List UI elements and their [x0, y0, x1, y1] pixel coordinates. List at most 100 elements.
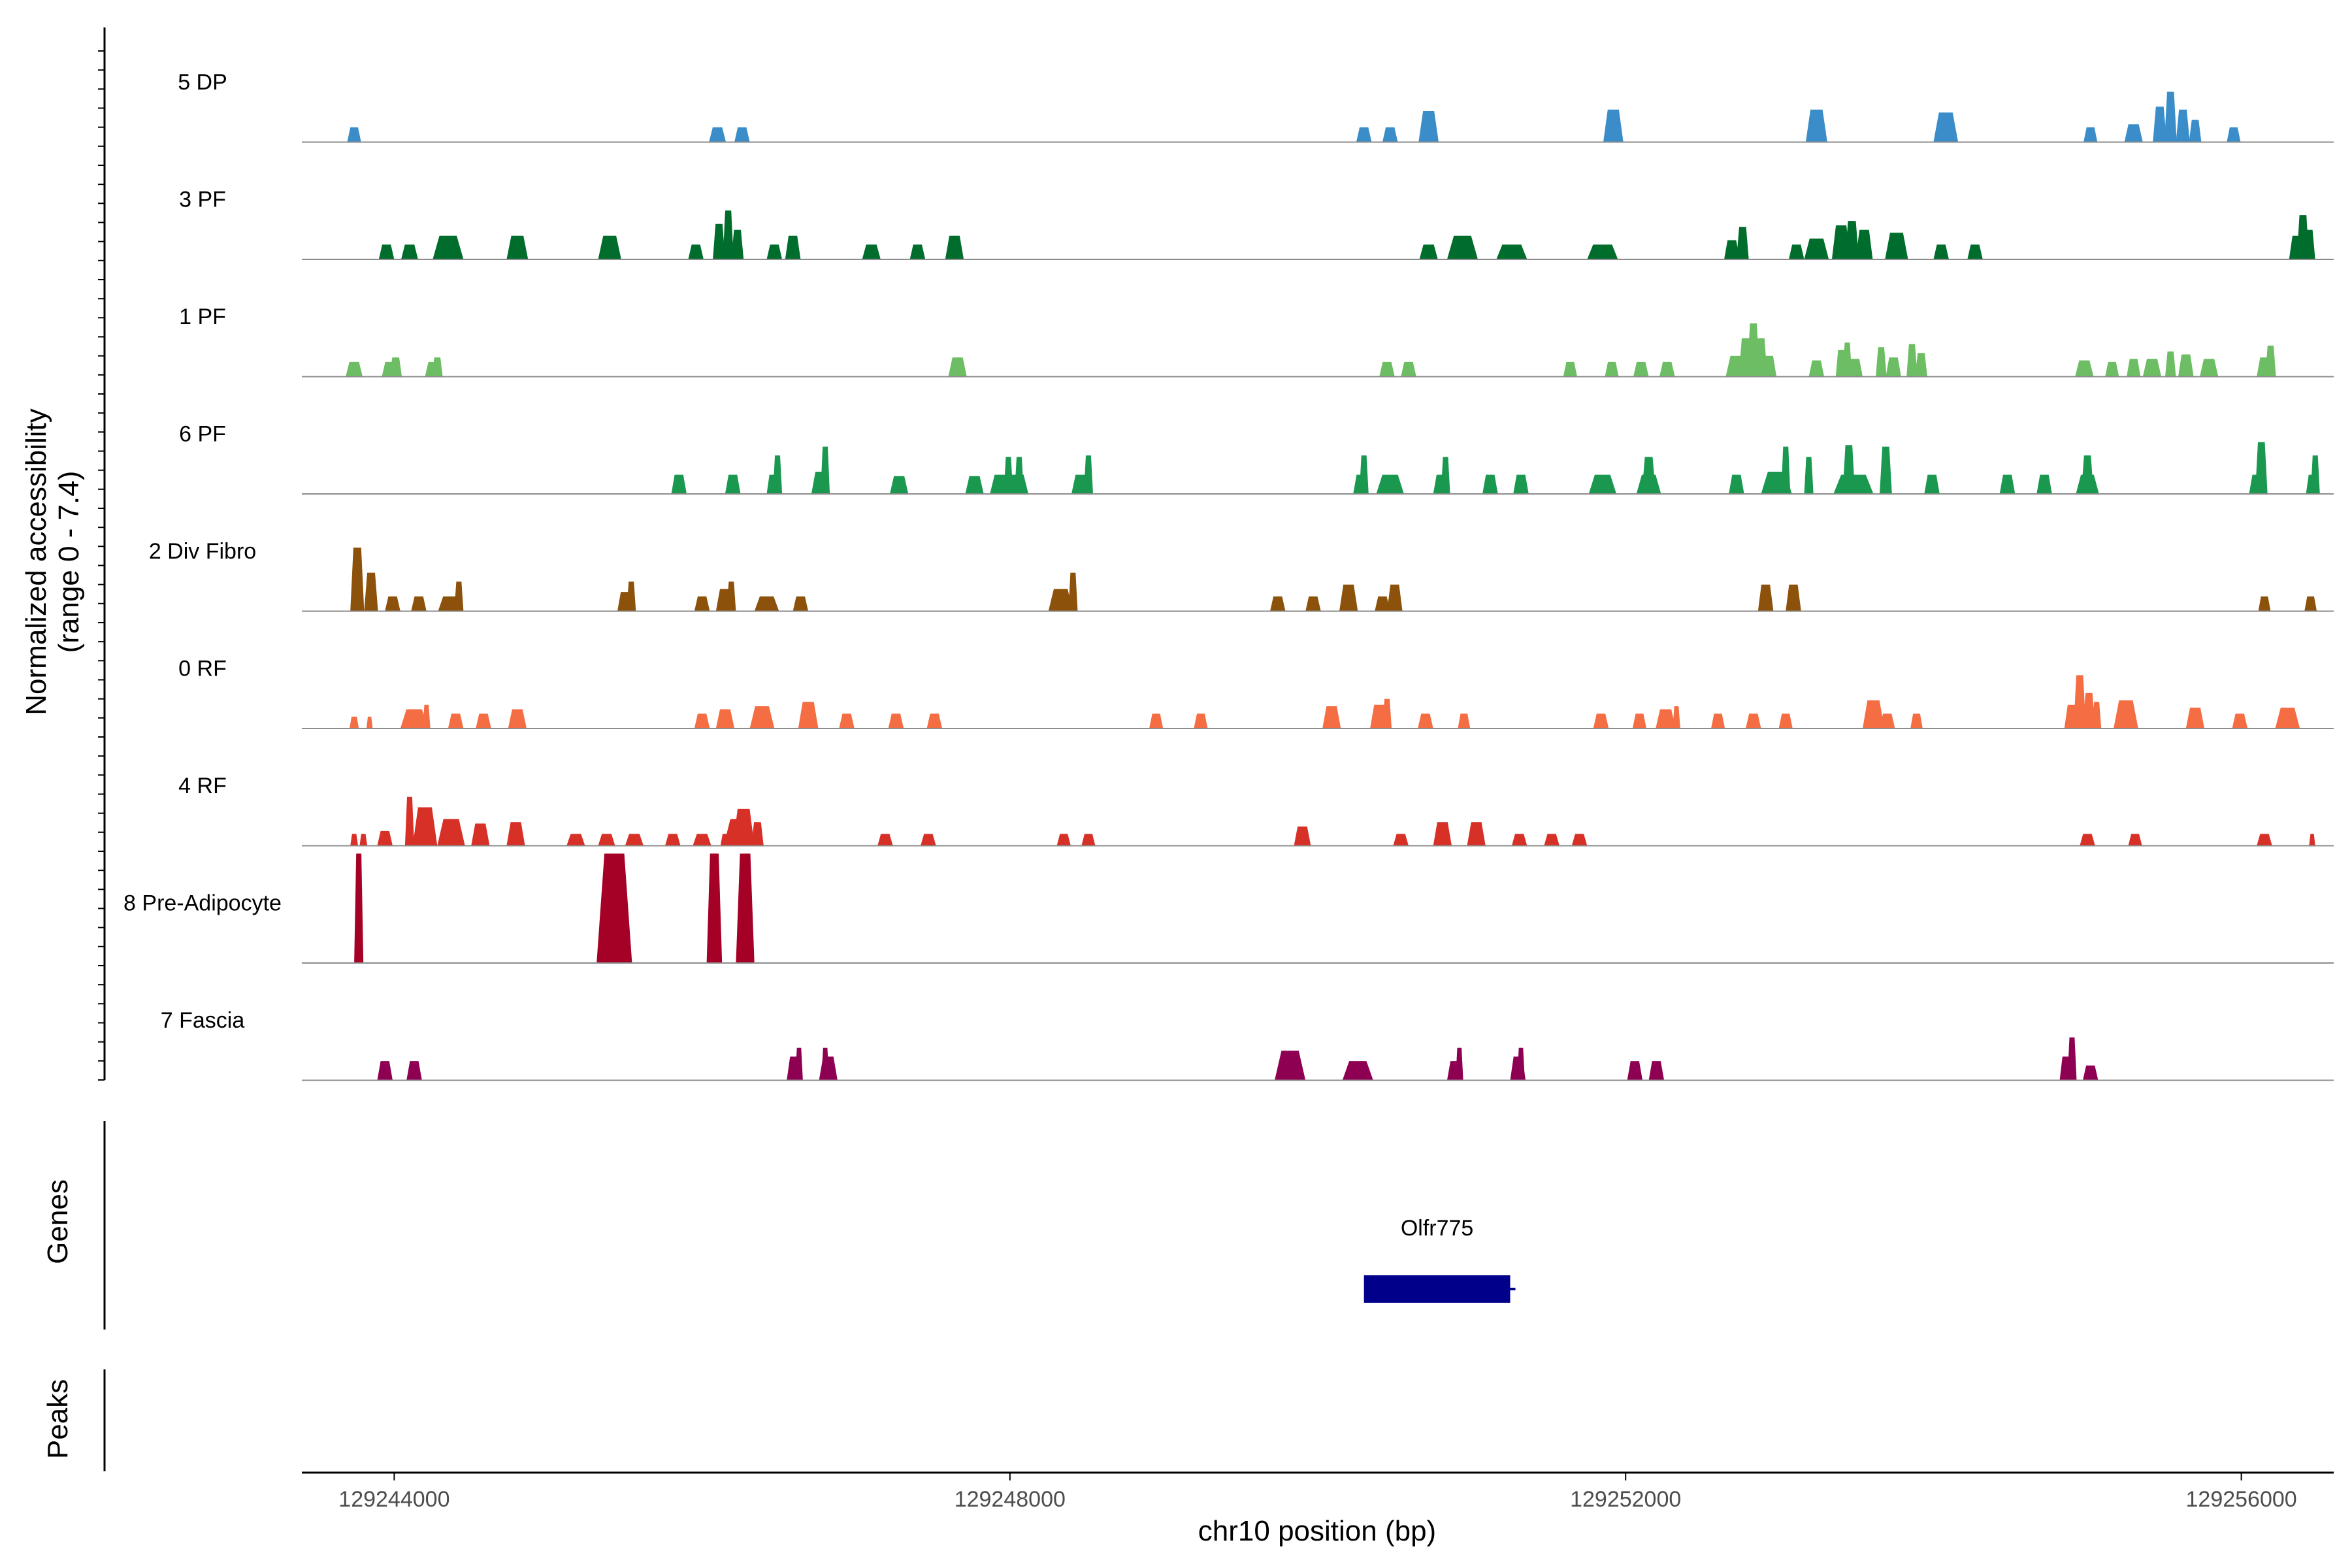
peak-0-rf-14 [926, 713, 943, 728]
track-label-6-pf: 6 PF [179, 422, 226, 447]
peak-0-rf-9 [715, 709, 735, 728]
peak-3-pf-1 [378, 244, 395, 259]
peak-6-pf-25 [1729, 474, 1744, 494]
peak-1-pf-17 [1761, 355, 1777, 377]
peak-8-pre-adipocyte-2 [596, 853, 632, 963]
peak-2-div-fibro-4 [411, 596, 427, 612]
tracks-layer: 5 DP 3 PF 1 PF 6 PF 2 Div Fibro 0 RF 4 RF 8 Pre… [123, 70, 2334, 1081]
track-6-pf: 6 PF [179, 422, 2334, 495]
peak-4-rf-17 [751, 822, 764, 846]
peak-7-fascia-12 [1517, 1047, 1525, 1081]
track-label-0-rf: 0 RF [178, 657, 227, 681]
peak-0-rf-17 [1322, 706, 1341, 728]
peak-1-pf-22 [1876, 347, 1887, 377]
peak-8-pre-adipocyte-3 [706, 853, 723, 963]
peak-5-dp-5 [1382, 127, 1398, 142]
peak-0-rf-36 [2114, 700, 2138, 728]
y-axis-title-line2: (range 0 - 7.4) [53, 471, 85, 653]
peak-0-rf-30 [1880, 713, 1895, 728]
track-label-1-pf: 1 PF [179, 304, 226, 329]
track-label-2-div-fibro: 2 Div Fibro [149, 539, 256, 564]
peak-2-div-fibro-12 [754, 596, 779, 612]
peak-4-rf-18 [877, 834, 893, 846]
peak-1-pf-9 [1563, 361, 1577, 377]
peak-5-dp-3 [734, 127, 750, 142]
peak-5-dp-11 [2124, 124, 2143, 142]
peak-2-div-fibro-24 [2304, 596, 2317, 612]
peak-0-rf-27 [1746, 713, 1761, 728]
peak-0-rf-33 [2073, 675, 2086, 728]
peak-4-rf-30 [2128, 834, 2142, 846]
peak-6-pf-12 [1007, 474, 1029, 494]
peak-4-rf-16 [732, 808, 755, 846]
peak-7-fascia-4 [795, 1047, 803, 1081]
peak-0-rf-35 [2092, 702, 2102, 728]
peak-1-pf-31 [2178, 354, 2194, 377]
peak-1-pf-8 [1401, 361, 1416, 377]
peak-2-div-fibro-23 [2258, 596, 2271, 612]
peak-4-rf-21 [1081, 834, 1096, 846]
peak-2-div-fibro-17 [1305, 596, 1321, 612]
peak-5-dp-6 [1418, 111, 1439, 142]
peak-0-rf-6 [476, 713, 491, 728]
peak-0-rf-7 [508, 709, 527, 728]
peak-3-pf-3 [433, 235, 464, 259]
peak-6-pf-21 [1513, 474, 1529, 494]
peak-3-pf-19 [1724, 240, 1740, 259]
track-0-rf: 0 RF [178, 657, 2334, 729]
peak-7-fascia-8 [1342, 1061, 1373, 1081]
peak-6-pf-38 [2255, 442, 2268, 494]
peak-3-pf-11 [785, 235, 801, 259]
peak-0-rf-12 [839, 713, 855, 728]
peak-6-pf-14 [1083, 455, 1093, 494]
peak-3-pf-16 [1446, 235, 1478, 259]
peak-5-dp-9 [1933, 112, 1959, 142]
peak-6-pf-1 [671, 474, 687, 494]
y-axis-title-line1: Normalized accessibility [20, 408, 52, 715]
peak-4-rf-13 [693, 834, 711, 846]
peak-2-div-fibro-15 [1068, 572, 1078, 612]
peak-0-rf-8 [694, 713, 710, 728]
peak-7-fascia-17 [2083, 1065, 2099, 1081]
peak-0-rf-22 [1593, 713, 1609, 728]
x-axis: 129244000 129248000 129252000 129256000 [302, 1471, 2334, 1512]
peak-6-pf-40 [2310, 455, 2320, 494]
peak-3-pf-2 [401, 244, 418, 259]
track-label-8-pre-adipocyte: 8 Pre-Adipocyte [123, 891, 282, 916]
peak-1-pf-1 [346, 361, 363, 377]
peak-2-div-fibro-8 [627, 581, 636, 612]
peak-5-dp-16 [2227, 127, 2241, 142]
peak-6-pf-30 [1842, 445, 1855, 494]
genes-panel-label: Genes [42, 1179, 74, 1264]
track-5-dp: 5 DP [178, 70, 2334, 143]
peak-1-pf-10 [1605, 361, 1619, 377]
y-axis-title: Normalized accessibility (range 0 - 7.4) [20, 408, 85, 715]
peak-2-div-fibro-3 [385, 596, 400, 612]
peak-6-pf-28 [1804, 457, 1814, 494]
peak-4-rf-32 [2309, 834, 2315, 846]
peak-6-pf-19 [1441, 457, 1450, 494]
track-label-7-fascia: 7 Fascia [161, 1008, 245, 1033]
peak-4-rf-9 [566, 834, 585, 846]
peak-7-fascia-16 [2067, 1037, 2077, 1081]
peak-6-pf-8 [965, 476, 984, 494]
peak-6-pf-17 [1376, 474, 1404, 494]
x-axis-title: chr10 position (bp) [1198, 1515, 1436, 1547]
peak-4-rf-1 [350, 834, 358, 846]
peak-3-pf-21 [1789, 244, 1805, 259]
peak-2-div-fibro-21 [1757, 584, 1774, 612]
peak-0-rf-20 [1418, 713, 1433, 728]
peak-0-rf-38 [2232, 713, 2248, 728]
peak-1-pf-5 [432, 357, 443, 377]
peak-3-pf-5 [598, 235, 621, 259]
peak-1-pf-7 [1379, 361, 1395, 377]
peak-0-rf-19 [1382, 698, 1392, 728]
track-1-pf: 1 PF [179, 304, 2334, 378]
peak-4-rf-7 [471, 823, 490, 846]
peak-6-pf-27 [1781, 446, 1791, 494]
peak-4-rf-29 [2080, 834, 2095, 846]
peak-4-rf-12 [665, 834, 681, 846]
peak-1-pf-23 [1886, 357, 1901, 377]
peak-3-pf-17 [1496, 244, 1527, 259]
peak-7-fascia-2 [406, 1061, 422, 1081]
